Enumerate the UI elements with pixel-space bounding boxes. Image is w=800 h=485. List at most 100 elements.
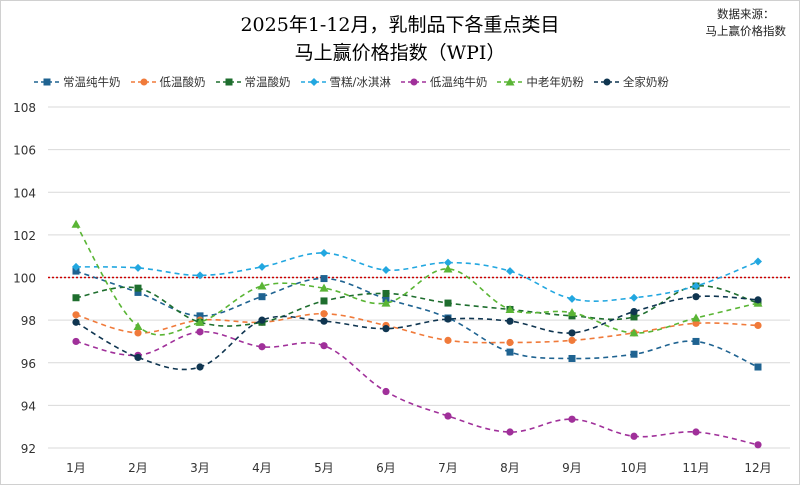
data-point [258, 343, 266, 351]
x-tick-label: 3月 [190, 461, 210, 475]
y-tick-label: 104 [13, 186, 36, 200]
data-point [444, 258, 452, 267]
x-tick-label: 5月 [314, 461, 334, 475]
data-point [692, 428, 700, 436]
data-point [444, 299, 452, 307]
series-line-0 [75, 270, 759, 368]
legend-item: 中老年奶粉 [497, 74, 584, 90]
data-point [72, 337, 80, 346]
data-point [196, 312, 204, 320]
y-tick-label: 102 [13, 229, 36, 243]
data-source: 数据来源： 马上赢价格指数 [706, 6, 787, 40]
data-point [196, 363, 204, 371]
x-tick-label: 7月 [438, 461, 458, 475]
data-point [506, 428, 514, 436]
data-point [568, 329, 576, 337]
data-point [258, 316, 266, 324]
x-tick-label: 1月 [66, 461, 86, 475]
legend-label: 低温酸奶 [159, 75, 206, 89]
data-point [72, 262, 80, 271]
data-point [506, 348, 514, 356]
data-point [505, 304, 515, 313]
data-point [629, 328, 639, 337]
legend-swatch [400, 78, 427, 86]
data-point [320, 275, 328, 283]
y-tick-label: 96 [21, 357, 36, 371]
data-point [382, 387, 390, 396]
data-point [72, 267, 80, 275]
series-line-1 [75, 312, 759, 344]
data-point [630, 432, 638, 440]
data-point [630, 293, 638, 302]
data-point [630, 313, 638, 321]
data-point [258, 293, 266, 301]
legend-label: 雪糕/冰淇淋 [329, 75, 391, 89]
series-line-3 [75, 252, 759, 302]
legend-label: 常温纯牛奶 [63, 75, 121, 89]
data-point [568, 336, 576, 344]
legend-item: 常温纯牛奶 [34, 74, 121, 90]
data-point [257, 281, 267, 290]
data-point [196, 271, 204, 280]
data-point [134, 284, 142, 292]
data-point [506, 317, 514, 325]
data-point [320, 297, 328, 305]
legend-swatch [593, 78, 620, 86]
data-point [692, 319, 700, 327]
data-point [691, 313, 701, 322]
y-tick-label: 108 [13, 101, 36, 115]
data-point [382, 325, 390, 333]
data-point [754, 363, 762, 371]
legend: 常温纯牛奶 低温酸奶 常温酸奶 雪糕/冰淇淋 低温纯牛奶 中老年奶粉 全家奶粉 [34, 74, 669, 90]
legend-label: 常温酸奶 [244, 75, 291, 89]
data-point [444, 412, 452, 420]
source-name: 马上赢价格指数 [705, 24, 787, 38]
data-point [258, 262, 266, 271]
data-point [195, 317, 205, 326]
data-point [72, 294, 80, 302]
y-tick-label: 92 [21, 442, 36, 456]
series-line-2 [75, 285, 759, 327]
data-point [630, 308, 638, 316]
y-tick-label: 100 [13, 272, 36, 286]
data-point [568, 294, 576, 303]
data-point [320, 310, 328, 318]
x-tick-label: 12月 [744, 461, 771, 475]
data-point [754, 321, 762, 330]
data-point [567, 308, 577, 317]
data-point [71, 219, 81, 228]
legend-swatch [34, 78, 60, 86]
series-line-4 [75, 331, 759, 446]
data-point [506, 267, 514, 276]
data-point [134, 263, 142, 272]
data-point [382, 289, 390, 297]
data-point [630, 350, 638, 358]
legend-label: 中老年奶粉 [526, 75, 584, 89]
legend-item: 雪糕/冰淇淋 [300, 74, 391, 90]
source-label: 数据来源： [717, 7, 775, 21]
data-point [692, 337, 700, 345]
data-point [444, 336, 452, 344]
data-point [754, 257, 762, 266]
data-point [319, 283, 329, 292]
series-line-5 [75, 223, 759, 336]
legend-swatch [497, 77, 524, 86]
x-tick-label: 4月 [252, 461, 272, 475]
data-point [568, 415, 576, 423]
data-point [134, 288, 142, 296]
legend-item: 低温酸奶 [130, 74, 206, 90]
data-point [443, 264, 453, 273]
legend-label: 全家奶粉 [622, 75, 669, 89]
x-tick-label: 9月 [562, 461, 582, 475]
data-point [320, 248, 328, 257]
data-point [754, 296, 762, 304]
x-tick-label: 11月 [682, 461, 709, 475]
y-tick-label: 106 [13, 144, 36, 158]
data-point [133, 322, 143, 331]
data-point [692, 293, 700, 301]
legend-swatch [215, 78, 242, 86]
data-point [382, 266, 390, 275]
chart-title-line1: 2025年1-12月，乳制品下各重点类目 [240, 14, 560, 36]
data-point [320, 317, 328, 325]
